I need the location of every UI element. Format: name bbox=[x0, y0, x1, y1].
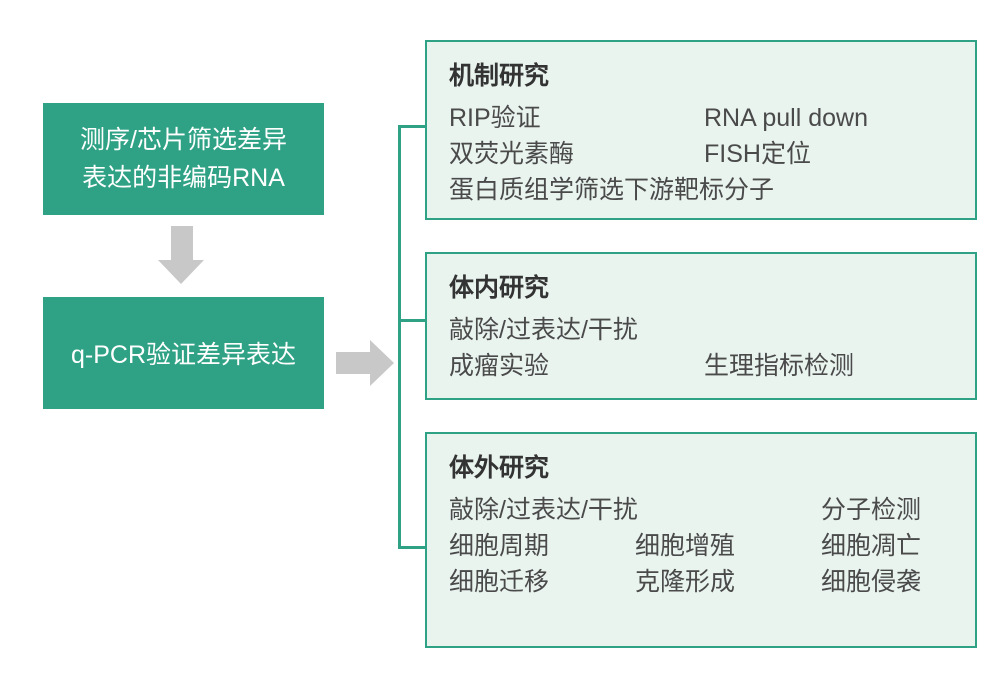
box-sequencing-screening: 测序/芯片筛选差异 表达的非编码RNA bbox=[43, 103, 324, 215]
invitro-invasion: 细胞侵袭 bbox=[821, 564, 921, 600]
invivo-knockout: 敲除/过表达/干扰 bbox=[449, 312, 638, 348]
invitro-apoptosis: 细胞凋亡 bbox=[821, 528, 921, 564]
mechanism-title: 机制研究 bbox=[449, 58, 953, 94]
box-in-vivo-research: 体内研究 敲除/过表达/干扰 成瘤实验 生理指标检测 bbox=[425, 252, 977, 400]
arrow-right-icon bbox=[336, 340, 394, 386]
qpcr-text: q-PCR验证差异表达 bbox=[71, 335, 296, 371]
box-in-vitro-research: 体外研究 敲除/过表达/干扰 分子检测 细胞周期 细胞增殖 细胞凋亡 细胞迁移 … bbox=[425, 432, 977, 648]
box-sequencing-screening-text: 测序/芯片筛选差异 表达的非编码RNA bbox=[80, 121, 287, 197]
invitro-molecular-detection: 分子检测 bbox=[821, 492, 921, 528]
mechanism-rip: RIP验证 bbox=[449, 100, 704, 136]
seq-line1: 测序/芯片筛选差异 bbox=[80, 121, 287, 159]
invivo-physiology: 生理指标检测 bbox=[704, 348, 854, 384]
invitro-title: 体外研究 bbox=[449, 450, 953, 486]
mechanism-fish: FISH定位 bbox=[704, 136, 811, 172]
invitro-clone-formation: 克隆形成 bbox=[635, 564, 821, 600]
seq-line2: 表达的非编码RNA bbox=[80, 159, 287, 197]
invitro-cell-cycle: 细胞周期 bbox=[449, 528, 635, 564]
mechanism-dual-luciferase: 双荧光素酶 bbox=[449, 136, 704, 172]
mechanism-proteomics: 蛋白质组学筛选下游靶标分子 bbox=[449, 172, 774, 208]
mechanism-rna-pulldown: RNA pull down bbox=[704, 100, 868, 136]
invivo-title: 体内研究 bbox=[449, 270, 953, 306]
invitro-proliferation: 细胞增殖 bbox=[635, 528, 821, 564]
box-qpcr-validation: q-PCR验证差异表达 bbox=[43, 297, 324, 409]
invitro-knockout: 敲除/过表达/干扰 bbox=[449, 492, 821, 528]
box-mechanism-research: 机制研究 RIP验证 RNA pull down 双荧光素酶 FISH定位 蛋白… bbox=[425, 40, 977, 220]
invivo-tumorigenesis: 成瘤实验 bbox=[449, 348, 704, 384]
invitro-migration: 细胞迁移 bbox=[449, 564, 635, 600]
bracket-connector bbox=[398, 125, 424, 549]
arrow-down-icon bbox=[170, 226, 194, 284]
